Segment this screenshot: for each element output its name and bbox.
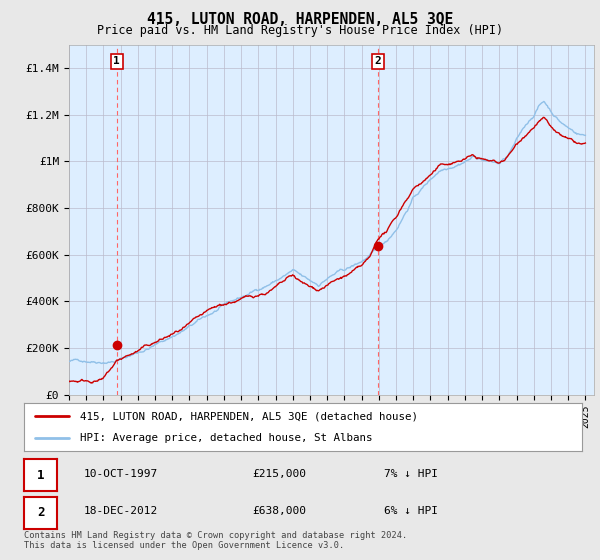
Text: 415, LUTON ROAD, HARPENDEN, AL5 3QE (detached house): 415, LUTON ROAD, HARPENDEN, AL5 3QE (det… [80,411,418,421]
Text: £638,000: £638,000 [252,506,306,516]
Text: £215,000: £215,000 [252,469,306,479]
Text: Price paid vs. HM Land Registry's House Price Index (HPI): Price paid vs. HM Land Registry's House … [97,24,503,36]
Text: 18-DEC-2012: 18-DEC-2012 [84,506,158,516]
Text: HPI: Average price, detached house, St Albans: HPI: Average price, detached house, St A… [80,433,372,443]
Text: Contains HM Land Registry data © Crown copyright and database right 2024.
This d: Contains HM Land Registry data © Crown c… [24,530,407,550]
Text: 1: 1 [113,57,120,67]
Text: 6% ↓ HPI: 6% ↓ HPI [384,506,438,516]
Text: 10-OCT-1997: 10-OCT-1997 [84,469,158,479]
Text: 2: 2 [37,506,44,519]
Text: 2: 2 [375,57,382,67]
Text: 415, LUTON ROAD, HARPENDEN, AL5 3QE: 415, LUTON ROAD, HARPENDEN, AL5 3QE [147,12,453,27]
Text: 7% ↓ HPI: 7% ↓ HPI [384,469,438,479]
Text: 1: 1 [37,469,44,482]
